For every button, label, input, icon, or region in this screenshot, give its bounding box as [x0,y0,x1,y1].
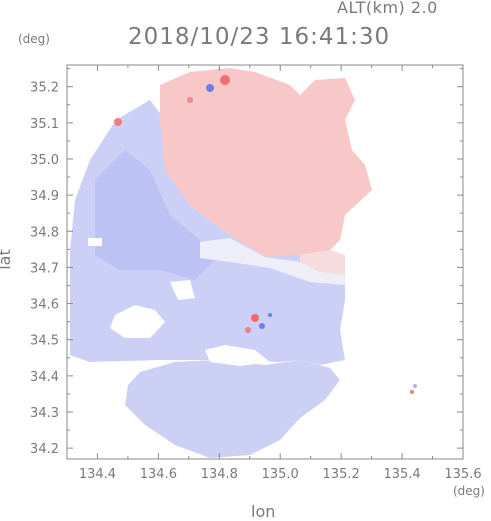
velocity-field [70,68,417,458]
receding-transition [300,250,345,275]
y-tick-label: 35.1 [30,117,59,132]
y-tick-label: 34.7 [30,261,59,276]
x-tick-label: 134.4 [79,467,116,482]
y-tick-label: 34.3 [30,406,59,421]
x-tick-label: 134.6 [140,467,177,482]
axes: 134.4 134.6 134.8 135.0 135.2 135.4 135.6 34.2 3… [30,64,482,482]
zero-velocity-band [200,238,345,285]
speckle [245,327,251,333]
x-axis-label: lon [251,502,276,521]
y-tick-label: 35.2 [30,81,59,96]
x-tick-label: 135.4 [383,467,420,482]
receding-region [160,68,372,257]
speckle [268,313,272,317]
speckle [259,323,265,329]
speckle [413,384,417,388]
speckle [206,84,214,92]
speckle [114,118,122,126]
plot-frame [66,64,464,460]
y-tick-label: 34.4 [30,370,59,385]
speckle [251,314,259,322]
y-tick-label: 34.8 [30,225,59,240]
x-tick-label: 135.0 [262,467,299,482]
datetime-title: 2018/10/23 16:41:30 [128,24,391,50]
y-axis-unit: (deg) [18,32,50,46]
gap-1 [110,305,165,338]
x-tick-label: 135.6 [444,467,481,482]
approaching-lower-region [125,360,340,458]
speckle [187,97,193,103]
x-tick-label: 135.2 [323,467,360,482]
y-tick-label: 34.9 [30,189,59,204]
speckle [410,390,414,394]
y-tick-label: 34.2 [30,442,59,457]
x-axis-unit: (deg) [453,484,485,498]
approaching-core [95,150,215,280]
y-tick-label: 35.0 [30,153,59,168]
altitude-label: ALT(km) 2.0 [337,0,438,17]
gap-3 [205,345,270,366]
y-tick-label: 34.5 [30,334,59,349]
x-tick-label: 134.8 [201,467,238,482]
speckle [220,75,230,85]
gap-4 [88,238,102,246]
gap-2 [170,280,195,300]
y-tick-label: 34.6 [30,298,59,313]
y-axis-label: lat [0,249,14,270]
